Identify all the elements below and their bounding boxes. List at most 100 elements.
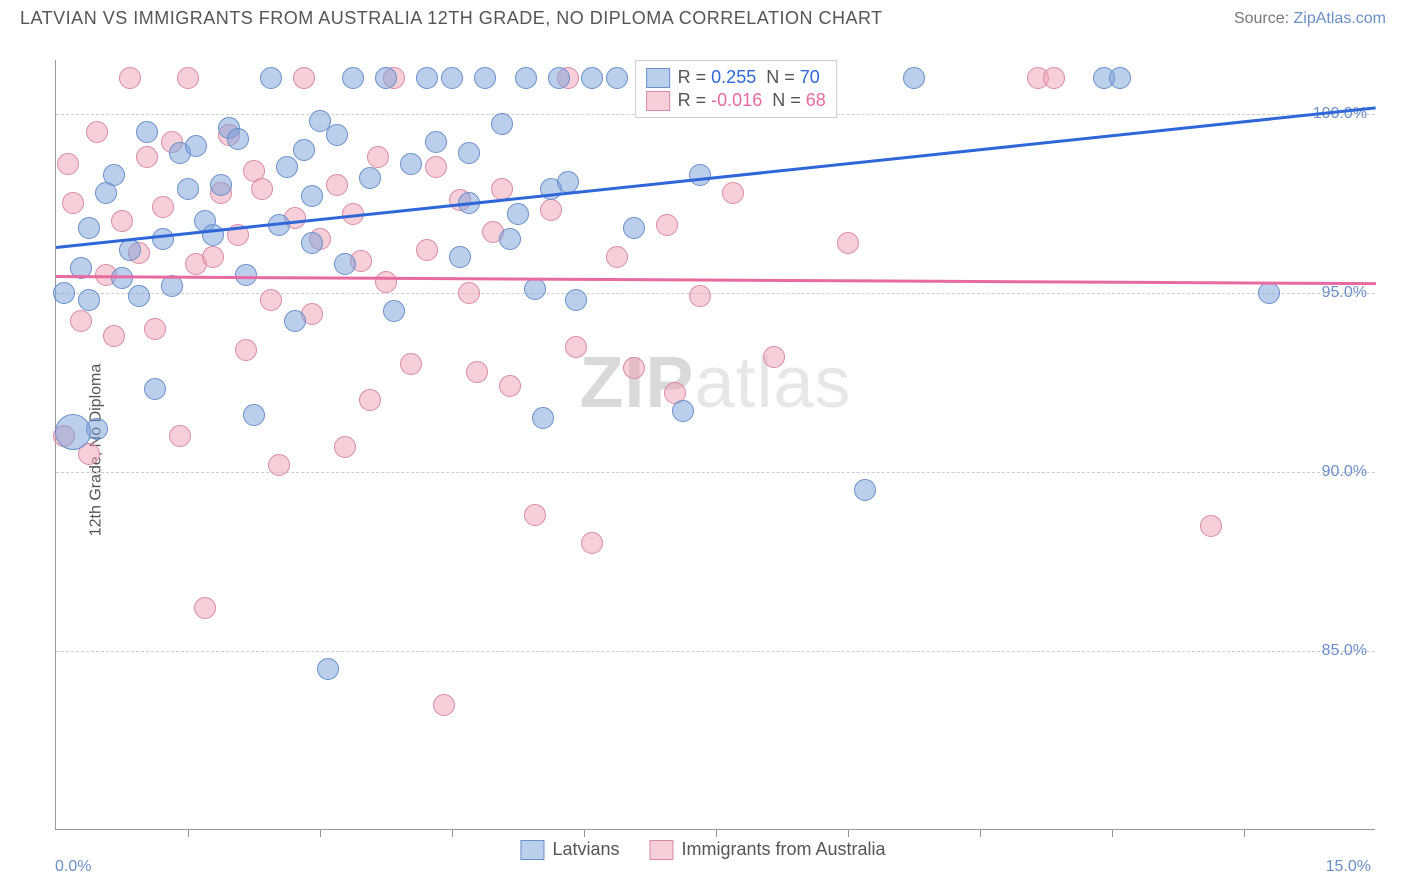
point-pink xyxy=(136,146,158,168)
point-blue xyxy=(532,407,554,429)
point-blue xyxy=(672,400,694,422)
legend-swatch xyxy=(520,840,544,860)
source-link[interactable]: ZipAtlas.com xyxy=(1294,10,1386,27)
correlation-legend: R = 0.255 N = 70R = -0.016 N = 68 xyxy=(635,60,837,118)
point-blue xyxy=(144,378,166,400)
point-pink xyxy=(103,325,125,347)
x-tick xyxy=(584,829,585,837)
point-blue xyxy=(78,289,100,311)
y-tick-label: 90.0% xyxy=(1322,463,1367,481)
point-blue xyxy=(623,217,645,239)
x-tick xyxy=(320,829,321,837)
point-pink xyxy=(177,67,199,89)
point-blue xyxy=(474,67,496,89)
point-blue xyxy=(441,67,463,89)
point-pink xyxy=(689,285,711,307)
point-blue xyxy=(606,67,628,89)
point-pink xyxy=(367,146,389,168)
point-pink xyxy=(606,246,628,268)
point-pink xyxy=(251,178,273,200)
plot-area: ZIPatlas R = 0.255 N = 70R = -0.016 N = … xyxy=(55,60,1375,830)
point-pink xyxy=(62,192,84,214)
point-blue xyxy=(185,135,207,157)
point-pink xyxy=(499,375,521,397)
point-pink xyxy=(144,318,166,340)
point-blue xyxy=(276,156,298,178)
source-label: Source: ZipAtlas.com xyxy=(1234,10,1386,28)
point-pink xyxy=(268,454,290,476)
point-blue xyxy=(284,310,306,332)
point-blue xyxy=(565,289,587,311)
point-blue xyxy=(342,67,364,89)
gridline xyxy=(56,472,1375,473)
point-pink xyxy=(202,246,224,268)
point-blue xyxy=(95,182,117,204)
point-blue xyxy=(458,142,480,164)
y-tick-label: 85.0% xyxy=(1322,642,1367,660)
x-tick xyxy=(980,829,981,837)
point-pink xyxy=(433,694,455,716)
legend-swatch xyxy=(646,91,670,111)
point-pink xyxy=(623,357,645,379)
x-axis-min: 0.0% xyxy=(55,858,91,876)
point-blue xyxy=(581,67,603,89)
point-blue xyxy=(301,232,323,254)
point-blue xyxy=(359,167,381,189)
point-blue xyxy=(210,174,232,196)
legend-item: Latvians xyxy=(520,839,619,860)
correlation-row: R = -0.016 N = 68 xyxy=(646,90,826,111)
legend-label: Latvians xyxy=(552,839,619,860)
point-blue xyxy=(326,124,348,146)
point-blue xyxy=(1258,282,1280,304)
point-blue xyxy=(111,267,133,289)
point-blue xyxy=(400,153,422,175)
point-blue xyxy=(317,658,339,680)
y-tick-label: 95.0% xyxy=(1322,284,1367,302)
point-blue xyxy=(309,110,331,132)
point-pink xyxy=(375,271,397,293)
point-blue xyxy=(548,67,570,89)
point-blue xyxy=(260,67,282,89)
watermark: ZIPatlas xyxy=(579,342,851,424)
point-blue xyxy=(425,131,447,153)
point-pink xyxy=(119,67,141,89)
legend-swatch xyxy=(649,840,673,860)
point-blue xyxy=(375,67,397,89)
point-pink xyxy=(466,361,488,383)
point-pink xyxy=(524,504,546,526)
point-blue xyxy=(507,203,529,225)
x-tick xyxy=(188,829,189,837)
point-pink xyxy=(763,346,785,368)
x-tick xyxy=(452,829,453,837)
correlation-row: R = 0.255 N = 70 xyxy=(646,67,826,88)
point-pink xyxy=(334,436,356,458)
x-tick xyxy=(1244,829,1245,837)
correlation-text: R = -0.016 N = 68 xyxy=(678,90,826,111)
point-blue xyxy=(557,171,579,193)
point-blue xyxy=(152,228,174,250)
x-tick xyxy=(716,829,717,837)
point-blue xyxy=(177,178,199,200)
point-pink xyxy=(70,310,92,332)
series-legend: Latvians Immigrants from Australia xyxy=(520,839,885,860)
point-blue xyxy=(491,113,513,135)
gridline xyxy=(56,293,1375,294)
point-pink xyxy=(400,353,422,375)
legend-swatch xyxy=(646,68,670,88)
point-blue xyxy=(136,121,158,143)
point-blue xyxy=(334,253,356,275)
point-pink xyxy=(169,425,191,447)
legend-label: Immigrants from Australia xyxy=(681,839,885,860)
point-blue xyxy=(119,239,141,261)
point-blue xyxy=(515,67,537,89)
point-pink xyxy=(722,182,744,204)
chart-container: 12th Grade, No Diploma ZIPatlas R = 0.25… xyxy=(0,40,1406,860)
point-pink xyxy=(293,67,315,89)
point-blue xyxy=(524,278,546,300)
point-blue xyxy=(293,139,315,161)
point-blue xyxy=(55,414,91,450)
point-blue xyxy=(499,228,521,250)
point-pink xyxy=(540,199,562,221)
point-pink xyxy=(565,336,587,358)
point-pink xyxy=(1200,515,1222,537)
